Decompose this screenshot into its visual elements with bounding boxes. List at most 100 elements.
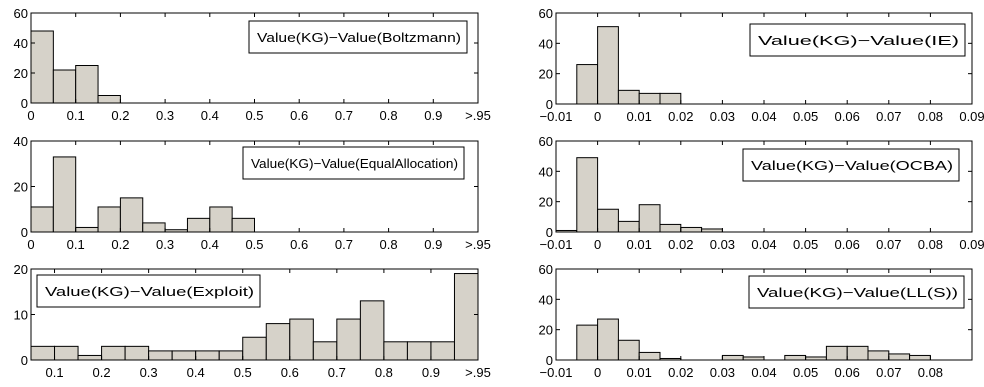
x-tick-label: 0 (594, 109, 601, 124)
x-tick-label: 0.9 (422, 365, 440, 380)
x-tick-label: 0.07 (876, 109, 901, 124)
x-tick-label: 0.9 (424, 237, 442, 252)
x-tick-label: 0.07 (876, 237, 901, 252)
legend-label: Value(KG)−Value(LL(S)) (757, 285, 958, 300)
histogram-bar (359, 300, 385, 361)
legend-label: Value(KG)−Value(Boltzmann) (257, 30, 461, 45)
x-tick-label: 0.1 (67, 237, 85, 252)
histogram-bar (888, 353, 911, 361)
x-tick-label: 0.4 (187, 365, 205, 380)
x-tick-label: 0.05 (793, 365, 818, 380)
x-tick-label: >.95 (465, 237, 491, 252)
y-tick-label: 0 (21, 353, 28, 368)
histogram-bar (142, 222, 166, 233)
x-tick-label: 0.3 (140, 365, 158, 380)
x-tick-label: 0.01 (627, 237, 652, 252)
x-tick-label: 0.09 (959, 109, 984, 124)
x-tick-label: 0 (594, 237, 601, 252)
histogram-bar (659, 223, 682, 233)
x-tick-label: 0.02 (668, 365, 693, 380)
histogram-bar (406, 341, 432, 361)
histogram-bar (52, 156, 77, 233)
histogram-bar (75, 226, 99, 233)
histogram-bar (124, 345, 150, 361)
legend-box (748, 275, 965, 309)
x-tick-label: 0.03 (710, 237, 735, 252)
x-tick-label: 0.08 (918, 365, 943, 380)
y-tick-label: 20 (14, 262, 28, 277)
x-tick-label: 0.04 (751, 109, 776, 124)
y-tick-label: 40 (539, 292, 553, 307)
histogram-bar (119, 197, 144, 233)
histogram-bar (597, 26, 619, 105)
y-tick-label: 0 (21, 96, 28, 111)
x-tick-label: 0.1 (45, 365, 63, 380)
x-tick-label: −0.01 (540, 365, 573, 380)
legend-label: Value(KG)−Value(Exploit) (45, 284, 254, 299)
histogram-bar (909, 354, 931, 361)
x-tick-label: 0.5 (245, 237, 263, 252)
x-tick-label: 0.01 (627, 365, 652, 380)
legend-box (742, 148, 960, 182)
histogram-bar (430, 341, 455, 361)
histogram-bar (171, 350, 197, 361)
y-tick-label: 40 (14, 36, 28, 51)
y-tick-label: 0 (21, 225, 28, 240)
histogram-bar (383, 341, 408, 361)
histogram-bar (680, 226, 703, 233)
histogram-panel-3: 0 20 40 0 0.1 0.2 0.3 0.4 0.5 0.6 0.7 0.8 0.9 >.95 Val… (14, 134, 491, 252)
x-tick-label: 0.01 (627, 109, 652, 124)
histogram-bar (867, 350, 890, 361)
x-tick-label: 0.08 (918, 237, 943, 252)
x-tick-label: 0.9 (424, 108, 442, 123)
x-tick-label: 0.5 (245, 108, 263, 123)
x-tick-label: 0.3 (156, 108, 174, 123)
y-tick-label: 40 (539, 36, 553, 51)
histogram-bar (148, 350, 173, 361)
x-tick-label: 0.1 (67, 108, 85, 123)
x-tick-label: 0.5 (234, 365, 252, 380)
histogram-bar (576, 157, 599, 233)
x-tick-label: 0.2 (93, 365, 111, 380)
x-tick-label: −0.01 (540, 237, 573, 252)
x-tick-label: 0.09 (959, 237, 984, 252)
x-tick-label: >.95 (465, 108, 491, 123)
histogram-bar (97, 95, 121, 104)
histogram-bar (336, 318, 361, 361)
x-tick-label: 0.7 (328, 365, 346, 380)
x-tick-label: 0.7 (335, 108, 353, 123)
x-tick-label: −0.01 (540, 109, 573, 124)
legend-label: Value(KG)−Value(EqualAllocation) (251, 156, 458, 171)
x-tick-label: 0.07 (876, 365, 901, 380)
y-tick-label: 20 (14, 66, 28, 81)
histogram-bar (195, 350, 220, 361)
legend-box (749, 23, 966, 57)
histogram-bar (576, 324, 599, 361)
y-tick-label: 40 (14, 134, 28, 149)
y-tick-label: 0 (546, 225, 553, 240)
x-tick-label: 0.06 (835, 365, 860, 380)
histogram-bar (30, 345, 56, 361)
histogram-bar (617, 339, 640, 361)
histogram-bar (289, 318, 314, 361)
histogram-bar (597, 208, 619, 233)
x-tick-label: 0.02 (668, 237, 693, 252)
x-tick-label: 0.6 (290, 108, 308, 123)
histogram-bar (784, 354, 807, 361)
x-tick-label: 0.2 (111, 108, 129, 123)
histogram-bar (30, 206, 54, 233)
y-tick-label: 20 (539, 195, 553, 210)
x-tick-label: 0.2 (111, 237, 129, 252)
histogram-bar (825, 345, 848, 361)
histogram-bar (30, 30, 54, 104)
y-tick-label: 60 (539, 6, 553, 21)
histogram-bar (52, 69, 77, 104)
histogram-bar (659, 92, 682, 105)
histogram-bar (77, 354, 103, 361)
histogram-bar (218, 350, 244, 361)
x-tick-label: 0.3 (156, 237, 174, 252)
x-tick-label: 0.08 (918, 109, 943, 124)
histogram-bar (638, 351, 661, 361)
x-tick-label: 0.4 (201, 237, 219, 252)
